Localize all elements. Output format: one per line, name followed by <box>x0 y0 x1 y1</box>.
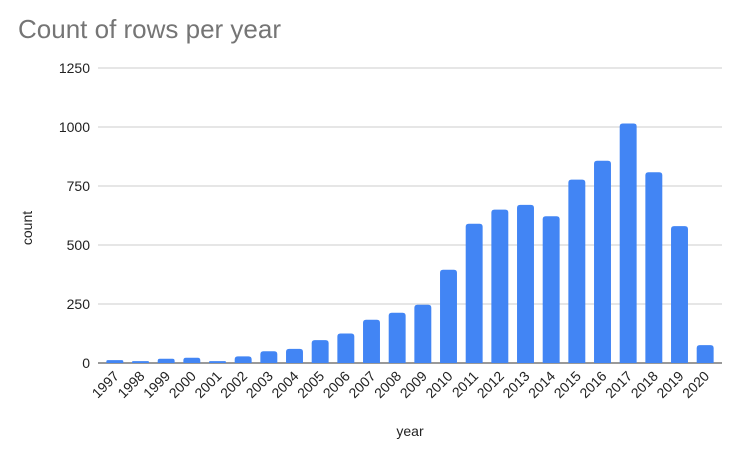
y-tick-label: 250 <box>67 296 91 312</box>
x-tick-label: 2011 <box>449 368 482 401</box>
x-tick-label: 2000 <box>166 368 199 401</box>
bar-1999 <box>157 358 175 363</box>
bar-2019 <box>671 226 688 363</box>
chart-title: Count of rows per year <box>18 14 282 44</box>
y-tick-label: 0 <box>82 355 90 371</box>
x-tick-label: 2012 <box>474 368 507 401</box>
y-tick-label: 500 <box>67 237 91 253</box>
bar-2009 <box>414 304 432 363</box>
y-tick-label: 750 <box>67 178 91 194</box>
bar-2014 <box>542 216 560 363</box>
y-axis-label: count <box>19 211 35 245</box>
x-tick-label: 2016 <box>576 368 609 401</box>
y-tick-label: 1250 <box>59 60 90 76</box>
bar-2012 <box>491 209 509 363</box>
bar-2011 <box>465 223 483 363</box>
x-tick-label: 2009 <box>397 368 430 401</box>
x-axis-label: year <box>396 423 424 439</box>
bar-2000 <box>183 357 201 363</box>
bar-2018 <box>645 172 663 363</box>
x-tick-label: 1999 <box>140 368 173 401</box>
y-tick-label: 1000 <box>59 119 90 135</box>
x-tick-label: 2006 <box>320 368 353 401</box>
bar-2002 <box>234 356 252 363</box>
x-tick-label: 2020 <box>679 368 712 401</box>
x-tick-label: 2001 <box>191 368 224 401</box>
x-tick-label: 2004 <box>268 368 301 401</box>
y-tick-labels: 0 250 500 750 1000 1250 <box>59 60 90 371</box>
bar-2004 <box>286 348 303 363</box>
bar-2020 <box>696 345 714 363</box>
x-tick-labels: 1997199819992000200120022003200420052006… <box>89 368 713 401</box>
x-tick-label: 2015 <box>551 368 584 401</box>
x-tick-label: 2007 <box>345 368 378 401</box>
bar-2007 <box>363 319 380 363</box>
bar-2015 <box>568 179 586 363</box>
x-tick-label: 2002 <box>217 368 250 401</box>
x-tick-label: 1998 <box>114 368 147 401</box>
x-tick-label: 2003 <box>243 368 276 401</box>
bar-1998 <box>132 361 149 363</box>
x-tick-label: 2017 <box>602 368 635 401</box>
x-tick-label: 2013 <box>499 368 532 401</box>
bar-2017 <box>619 123 637 364</box>
bar-2016 <box>594 160 611 363</box>
bar-1997 <box>106 360 124 363</box>
x-tick-label: 2019 <box>653 368 686 401</box>
bar-2003 <box>260 351 278 363</box>
x-tick-label: 2014 <box>525 368 558 401</box>
bar-2008 <box>388 312 406 363</box>
bar-2010 <box>440 269 457 363</box>
bar-2006 <box>337 333 355 363</box>
x-tick-label: 2008 <box>371 368 404 401</box>
x-tick-label: 2005 <box>294 368 327 401</box>
gridlines <box>98 67 722 364</box>
x-tick-label: 1997 <box>89 368 122 401</box>
bar-2013 <box>517 204 534 363</box>
x-tick-label: 2010 <box>422 368 455 401</box>
x-tick-label: 2018 <box>628 368 661 401</box>
bar-2005 <box>311 340 329 363</box>
bar-2001 <box>209 361 226 363</box>
bars <box>106 123 714 364</box>
